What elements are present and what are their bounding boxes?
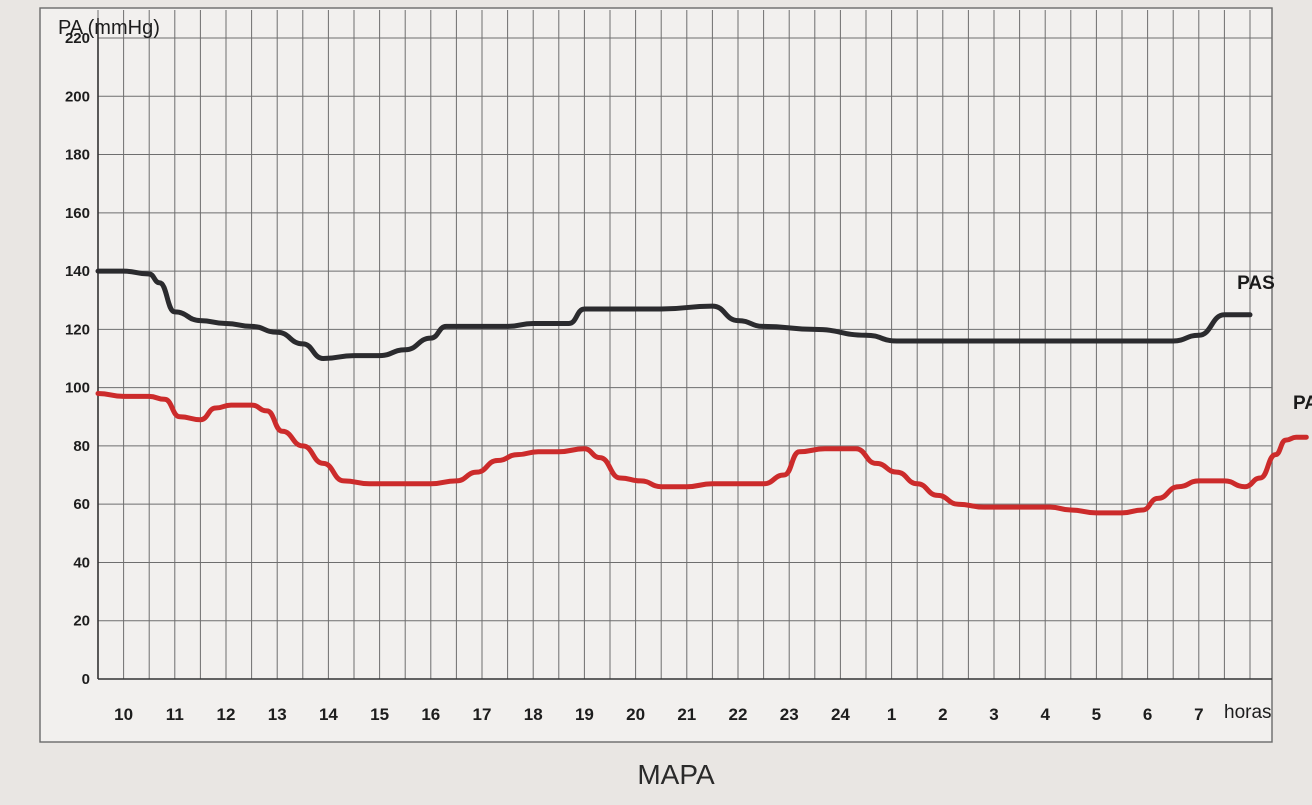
- x-axis-unit-label: horas: [1224, 702, 1272, 723]
- x-tick-label: 2: [938, 705, 947, 724]
- y-tick-label: 40: [73, 554, 90, 571]
- x-tick-label: 14: [319, 705, 338, 724]
- y-tick-label: 140: [65, 263, 90, 280]
- y-tick-label: 120: [65, 321, 90, 338]
- y-tick-label: 20: [73, 613, 90, 630]
- series-label-pad: PAD: [1293, 393, 1312, 414]
- x-tick-label: 22: [729, 705, 748, 724]
- x-tick-label: 5: [1092, 705, 1101, 724]
- y-tick-label: 0: [82, 671, 90, 688]
- chart-caption: MAPA: [637, 759, 715, 790]
- x-tick-label: 4: [1040, 705, 1050, 724]
- x-tick-label: 17: [473, 705, 492, 724]
- y-axis-label: PA (mmHg): [58, 17, 160, 39]
- x-tick-label: 6: [1143, 705, 1152, 724]
- x-tick-label: 1: [887, 705, 896, 724]
- plot-frame: [40, 8, 1272, 742]
- x-tick-label: 24: [831, 705, 850, 724]
- series-label-pas: PAS: [1237, 273, 1275, 294]
- x-tick-label: 11: [166, 705, 184, 724]
- x-tick-label: 18: [524, 705, 543, 724]
- y-tick-label: 180: [65, 147, 90, 164]
- x-tick-label: 13: [268, 705, 287, 724]
- x-tick-label: 23: [780, 705, 799, 724]
- x-tick-label: 12: [217, 705, 236, 724]
- y-tick-label: 160: [65, 205, 90, 222]
- x-tick-label: 10: [114, 705, 133, 724]
- y-tick-label: 80: [73, 438, 90, 455]
- y-tick-label: 100: [65, 380, 90, 397]
- y-tick-label: 60: [73, 496, 90, 513]
- x-tick-label: 19: [575, 705, 594, 724]
- x-tick-label: 20: [626, 705, 645, 724]
- x-tick-label: 15: [370, 705, 389, 724]
- x-tick-label: 3: [989, 705, 998, 724]
- chart-outer-border: [40, 8, 1272, 742]
- x-tick-label: 16: [421, 705, 440, 724]
- x-tick-label: 7: [1194, 705, 1203, 724]
- x-tick-label: 21: [677, 705, 696, 724]
- y-tick-label: 200: [65, 88, 90, 105]
